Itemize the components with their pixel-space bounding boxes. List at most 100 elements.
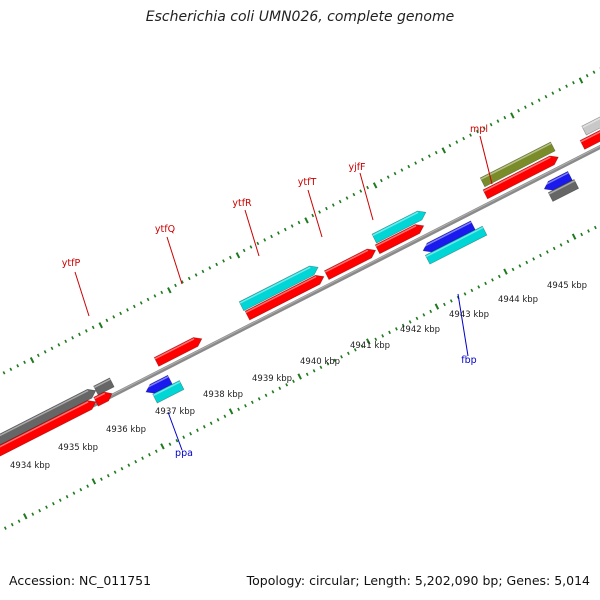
minor-tick [78, 332, 81, 337]
cds-arrow[interactable] [93, 391, 113, 407]
minor-tick [270, 234, 273, 239]
minor-tick [545, 250, 549, 254]
minor-tick [340, 355, 343, 359]
gene-label-ppa[interactable]: ppa [175, 448, 193, 459]
rna-arrow[interactable] [371, 210, 427, 244]
kbp-tick-label: 4945 kbp [547, 281, 587, 291]
major-tick [510, 112, 515, 119]
major-tick [235, 252, 241, 259]
minor-tick [552, 246, 556, 251]
gene-label-mpl[interactable]: mpl [470, 124, 488, 135]
label-leader-lines [74, 135, 493, 451]
major-tick [91, 478, 97, 485]
minor-tick [366, 185, 370, 190]
minor-tick [551, 91, 555, 95]
minor-tick [593, 225, 597, 230]
reverse-cds-arrow[interactable] [422, 220, 476, 253]
major-tick [160, 443, 165, 450]
pseudo-gene-arrow[interactable] [0, 388, 97, 484]
gene-label-fbp[interactable]: fbp [461, 355, 476, 366]
cds-arrow[interactable] [482, 155, 559, 200]
misc-feature-arrow[interactable] [479, 141, 556, 188]
minor-tick [51, 501, 55, 506]
minor-tick [45, 505, 48, 509]
minor-tick [325, 206, 328, 211]
major-tick [23, 513, 28, 520]
gene-label-ytfP[interactable]: ytfP [62, 258, 81, 269]
major-tick [434, 303, 440, 310]
minor-tick [283, 227, 287, 232]
minor-tick [244, 404, 247, 408]
minor-tick [285, 383, 289, 387]
topology-summary: Topology: circular; Length: 5,202,090 bp… [246, 573, 590, 588]
minor-tick [539, 253, 542, 258]
pseudo-gene-arrow[interactable] [93, 377, 115, 396]
minor-tick [565, 84, 568, 88]
kbp-tick-label: 4941 kbp [350, 341, 390, 351]
tick-marks [2, 67, 600, 530]
minor-tick [196, 428, 199, 432]
minor-tick [491, 278, 494, 282]
minor-tick [3, 526, 7, 530]
minor-tick [160, 290, 164, 295]
minor-tick [249, 245, 253, 249]
minor-tick [400, 168, 404, 172]
minor-tick [278, 386, 282, 391]
minor-tick [511, 267, 515, 272]
gene-leader-line [244, 209, 260, 257]
cds-arrow[interactable] [244, 274, 325, 321]
minor-tick [537, 98, 541, 102]
major-tick [297, 373, 302, 380]
minor-tick [448, 143, 452, 148]
kbp-tick-label: 4943 kbp [449, 310, 489, 320]
minor-tick [470, 288, 474, 293]
minor-tick [264, 393, 268, 397]
minor-tick [532, 257, 536, 261]
gene-label-ytfR[interactable]: ytfR [232, 198, 252, 209]
minor-tick [566, 239, 570, 244]
minor-tick [50, 346, 54, 351]
kbp-tick-label: 4940 kbp [300, 357, 340, 367]
cds-arrow[interactable] [323, 248, 377, 281]
rna-arrow[interactable] [152, 380, 185, 404]
minor-tick [414, 161, 418, 165]
cds-arrow[interactable] [153, 337, 203, 367]
minor-tick [477, 285, 481, 289]
minor-tick [106, 473, 110, 478]
rna-arrow[interactable] [238, 265, 319, 312]
cds-arrow[interactable] [0, 400, 97, 493]
minor-tick [120, 467, 124, 471]
minor-tick [180, 280, 184, 284]
cds-arrow[interactable] [374, 224, 425, 255]
minor-tick [187, 276, 191, 281]
rna-arrow[interactable] [424, 225, 488, 265]
minor-tick [202, 425, 206, 429]
gene-label-ytfT[interactable]: ytfT [298, 177, 317, 188]
minor-tick [393, 171, 397, 176]
other-feature-arrow[interactable] [581, 94, 600, 136]
minor-tick [64, 339, 68, 344]
kbp-tick-label: 4944 kbp [498, 295, 538, 305]
reverse-cds-arrow[interactable] [145, 374, 173, 394]
minor-tick [84, 329, 88, 333]
minor-tick [134, 460, 138, 464]
minor-tick [223, 414, 227, 418]
minor-tick [353, 348, 357, 352]
minor-tick [333, 358, 337, 363]
minor-tick [415, 316, 419, 321]
minor-tick [559, 243, 563, 247]
gene-label-ytfQ[interactable]: ytfQ [155, 224, 175, 235]
pseudo-gene-arrow[interactable] [547, 179, 580, 202]
gene-label-yjfF[interactable]: yjfF [348, 162, 365, 173]
minor-tick [312, 369, 316, 373]
minor-tick [132, 304, 136, 309]
cds-arrow[interactable] [579, 108, 600, 150]
minor-tick [318, 210, 321, 214]
major-tick [372, 182, 378, 189]
major-tick [304, 217, 309, 224]
minor-tick [346, 351, 350, 356]
minor-tick [292, 379, 295, 384]
minor-tick [9, 367, 13, 372]
reverse-cds-arrow[interactable] [543, 170, 573, 191]
